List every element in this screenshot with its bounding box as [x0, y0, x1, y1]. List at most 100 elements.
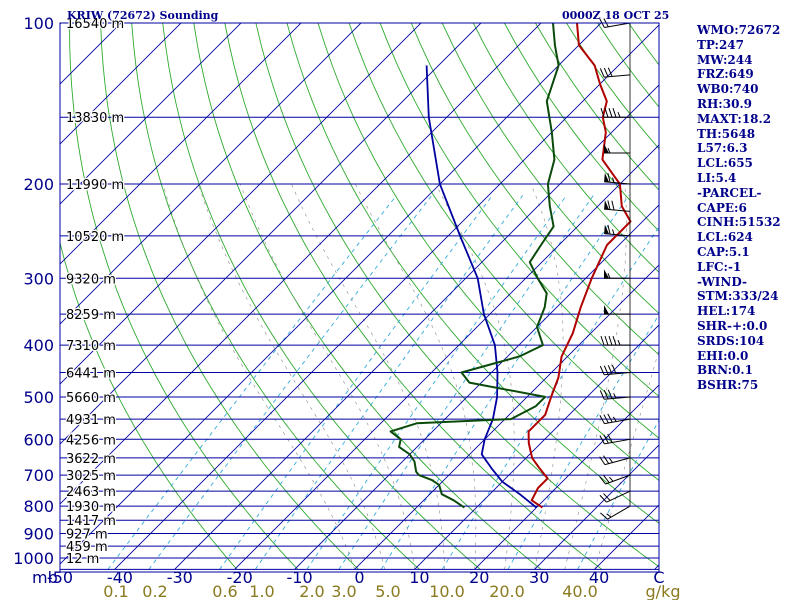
- wind-barb-half-flag: [608, 457, 614, 463]
- wind-barb: [600, 335, 630, 346]
- index-item: MW:244: [697, 52, 753, 67]
- height-label: 9320 m: [66, 272, 116, 287]
- height-label: 3622 m: [66, 452, 116, 467]
- moist-adiabat-line: [162, 184, 355, 570]
- pressure-tick-label: 300: [23, 269, 54, 288]
- dry-adiabat-line: [193, 23, 542, 570]
- parcel-trace: [425, 65, 537, 509]
- height-label: 13830 m: [66, 111, 124, 126]
- dry-adiabat-line: [441, 23, 659, 315]
- moist-adiabat-line: [564, 184, 627, 570]
- height-label: 11990 m: [66, 178, 124, 193]
- isotherm-line: [60, 23, 602, 565]
- wind-barb-shaft: [604, 418, 631, 425]
- wind-barb: [599, 490, 631, 503]
- pressure-tick-label: 700: [23, 466, 54, 485]
- wind-barb-flag: [603, 455, 610, 464]
- temperature-tick-label: 0: [354, 568, 364, 587]
- wind-barb-shaft: [604, 396, 631, 400]
- pressure-axis-label: mb: [32, 568, 58, 587]
- mixing-ratio-label: 10.0: [429, 582, 465, 600]
- wind-barb: [604, 224, 631, 237]
- index-item: CAPE:6: [697, 200, 747, 215]
- wind-barb-flag: [611, 200, 615, 211]
- wind-barb-flag: [599, 390, 605, 400]
- wind-barb: [604, 172, 631, 185]
- index-item: LI:5.4: [697, 170, 737, 185]
- index-item: L57:6.3: [697, 141, 748, 156]
- wind-barb-flag: [599, 435, 605, 445]
- wind-barb-half-flag: [606, 513, 612, 518]
- pressure-tick-label: 800: [23, 497, 54, 516]
- wind-barb-half-flag: [617, 112, 621, 118]
- index-item: TP:247: [697, 37, 745, 52]
- wind-barb: [600, 505, 631, 520]
- indices-panel: WMO:72672 TP:247 MW:244 FRZ:649 WB0:740 RH:30…: [697, 23, 797, 393]
- mixing-ratio-label: 2.0: [299, 582, 324, 600]
- isotherm-line: [60, 23, 422, 385]
- wind-barb-half-flag: [607, 147, 611, 154]
- index-item: -WIND-: [697, 274, 747, 289]
- temperature-tick-label: 40: [589, 568, 609, 587]
- wind-barb-shaft: [607, 505, 631, 520]
- height-label: 1417 m: [66, 514, 116, 529]
- dry-adiabat-line: [162, 23, 481, 570]
- wind-barb-flag: [608, 108, 613, 118]
- wind-barb-flag: [603, 365, 609, 375]
- wind-barb-shaft: [605, 474, 631, 485]
- index-item: TH:5648: [697, 126, 756, 141]
- wind-barb-flag: [599, 365, 605, 375]
- temperature-tick-label: 30: [529, 568, 549, 587]
- dry-adiabat-line: [379, 23, 659, 397]
- temperature-trace: [527, 23, 632, 509]
- wind-barb-shaft: [604, 371, 631, 376]
- wind-barb-pennant: [604, 305, 609, 315]
- wind-barb-flag: [603, 493, 611, 501]
- wind-barb-flag: [608, 335, 613, 346]
- index-item: CAP:5.1: [697, 244, 750, 259]
- index-item: LCL:624: [697, 230, 753, 245]
- mixing-ratio-label: 20.0: [489, 582, 525, 600]
- height-label: 10520 m: [66, 230, 124, 245]
- dry-adiabat-line: [472, 23, 659, 273]
- wind-barb-flag: [607, 172, 611, 183]
- dry-adiabat-line: [224, 23, 603, 570]
- temperature-tick-label: -40: [107, 568, 133, 587]
- dewpoint-trace: [389, 23, 560, 509]
- wind-barb-shaft: [604, 438, 631, 445]
- wind-barb-flag: [603, 414, 609, 424]
- series-layer: [389, 23, 632, 509]
- index-item: RH:30.9: [697, 96, 752, 111]
- chart-time: 0000Z 18 OCT 25: [562, 9, 670, 22]
- wind-barb-pennant: [604, 172, 610, 183]
- moist-adiabat-line: [291, 183, 445, 570]
- temperature-tick-label: 20: [469, 568, 489, 587]
- temperature-tick-label: -10: [287, 568, 313, 587]
- dry-adiabat-line: [286, 23, 659, 524]
- plot-frame: [59, 22, 660, 573]
- height-label: 16540 m: [66, 17, 124, 32]
- wind-barb-flag: [599, 415, 605, 424]
- isotherm-line: [114, 24, 659, 570]
- moist-adiabat-line: [530, 183, 564, 570]
- height-label: 8259 m: [66, 308, 116, 323]
- mixing-ratio-label: 0.1: [103, 582, 128, 600]
- wind-barb-half-flag: [607, 273, 611, 279]
- wind-barb: [599, 474, 631, 485]
- index-item: -PARCEL-: [697, 185, 762, 200]
- dry-adiabat-line: [69, 23, 299, 570]
- wind-barb-half-flag: [617, 339, 621, 346]
- mixing-ratio-label: 0.6: [212, 582, 237, 600]
- wind-barb-flag: [603, 67, 609, 77]
- chart-title: KRIW (72672) Sounding: [67, 9, 219, 22]
- wind-barb-half-flag: [609, 476, 614, 482]
- dry-adiabat-line: [131, 23, 420, 570]
- pressure-tick-label: 600: [23, 430, 54, 449]
- isotherm-line: [474, 384, 659, 570]
- mixing-ratio-line: [148, 195, 433, 570]
- height-label: 3025 m: [66, 469, 116, 484]
- index-item: FRZ:649: [697, 67, 754, 82]
- dry-adiabat-line: [410, 23, 659, 356]
